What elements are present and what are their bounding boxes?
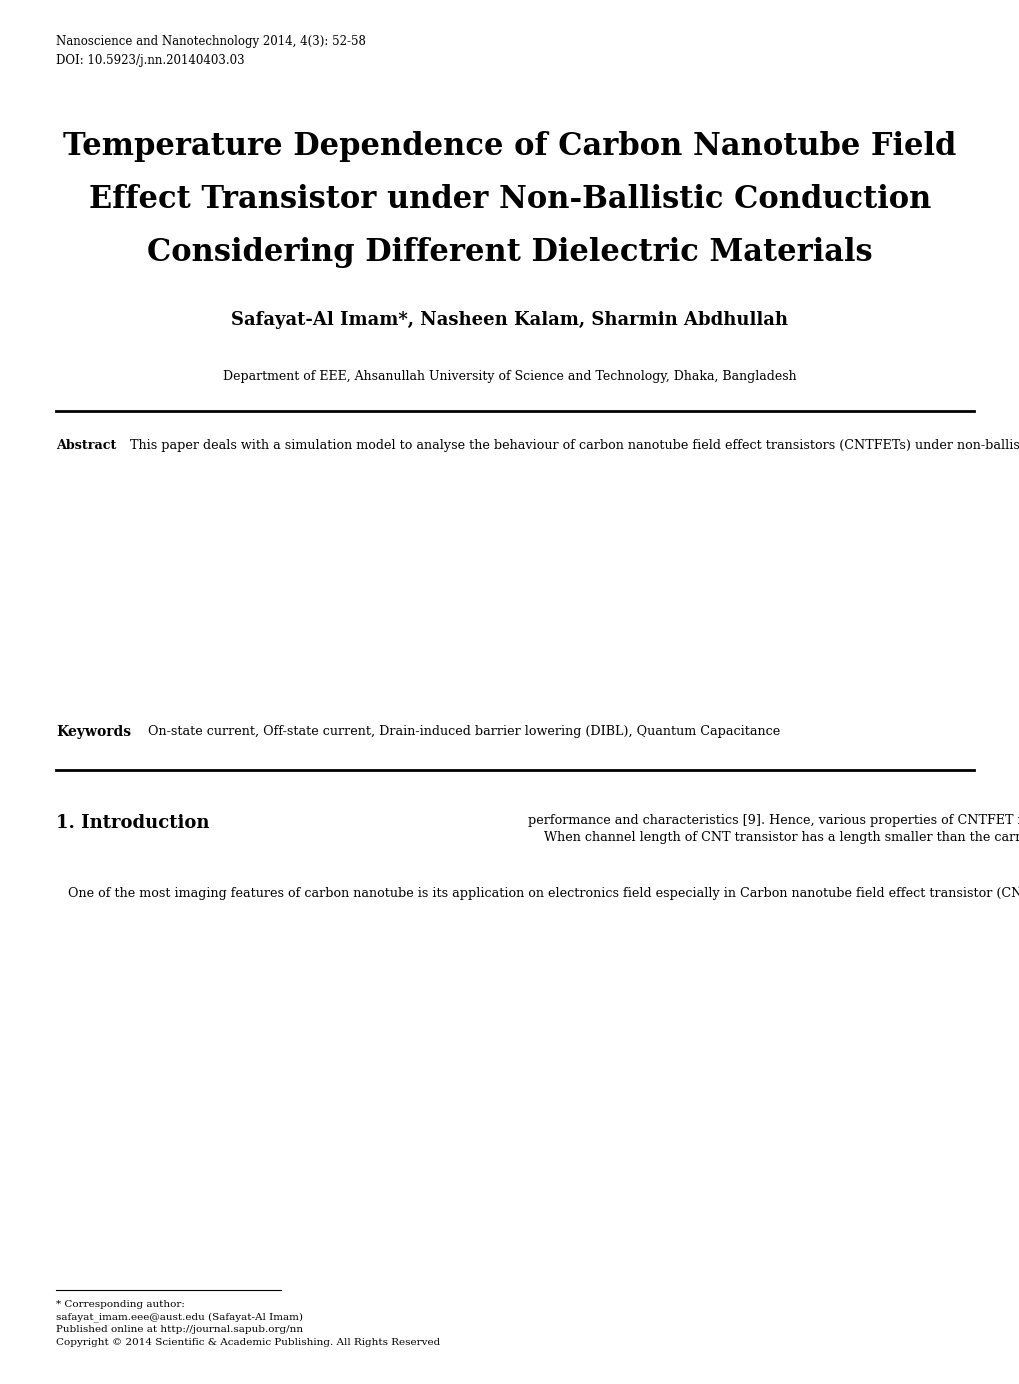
Text: This paper deals with a simulation model to analyse the behaviour of carbon nano: This paper deals with a simulation model… [129, 439, 1019, 451]
Text: Considering Different Dielectric Materials: Considering Different Dielectric Materia… [147, 237, 872, 267]
Text: On-state current, Off-state current, Drain-induced barrier lowering (DIBL), Quan: On-state current, Off-state current, Dra… [148, 725, 780, 738]
Text: Abstract: Abstract [56, 439, 116, 451]
Text: Keywords: Keywords [56, 725, 131, 739]
Text: Nanoscience and Nanotechnology 2014, 4(3): 52-58
DOI: 10.5923/j.nn.20140403.03: Nanoscience and Nanotechnology 2014, 4(3… [56, 35, 366, 66]
Text: performance and characteristics [9]. Hence, various properties of CNTFET is inve: performance and characteristics [9]. Hen… [528, 814, 1019, 844]
Text: * Corresponding author:
safayat_imam.eee@aust.edu (Safayat-Al Imam)
Published on: * Corresponding author: safayat_imam.eee… [56, 1300, 440, 1347]
Text: 1. Introduction: 1. Introduction [56, 814, 209, 832]
Text: Temperature Dependence of Carbon Nanotube Field: Temperature Dependence of Carbon Nanotub… [63, 131, 956, 162]
Text: Effect Transistor under Non-Ballistic Conduction: Effect Transistor under Non-Ballistic Co… [89, 184, 930, 215]
Text: One of the most imaging features of carbon nanotube is its application on electr: One of the most imaging features of carb… [56, 887, 1019, 900]
Text: Safayat-Al Imam*, Nasheen Kalam, Sharmin Abdhullah: Safayat-Al Imam*, Nasheen Kalam, Sharmin… [231, 311, 788, 329]
Text: Department of EEE, Ahsanullah University of Science and Technology, Dhaka, Bangl: Department of EEE, Ahsanullah University… [223, 370, 796, 382]
